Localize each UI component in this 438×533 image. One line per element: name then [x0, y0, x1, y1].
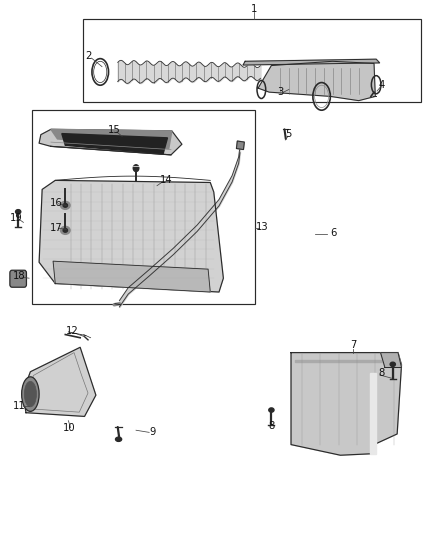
- Polygon shape: [243, 59, 380, 65]
- Text: 3: 3: [277, 87, 283, 97]
- Text: 18: 18: [13, 271, 25, 281]
- Ellipse shape: [63, 229, 67, 232]
- Text: 19: 19: [10, 213, 22, 223]
- Text: 17: 17: [50, 223, 63, 233]
- Text: 15: 15: [108, 125, 120, 135]
- Ellipse shape: [60, 227, 70, 235]
- Polygon shape: [370, 373, 376, 454]
- Polygon shape: [22, 348, 96, 416]
- Text: 8: 8: [268, 421, 275, 431]
- Polygon shape: [295, 360, 394, 362]
- Polygon shape: [381, 353, 402, 368]
- Text: 8: 8: [378, 368, 385, 378]
- FancyBboxPatch shape: [10, 270, 26, 287]
- Text: 11: 11: [13, 401, 25, 411]
- Ellipse shape: [15, 209, 21, 214]
- Circle shape: [133, 165, 139, 172]
- Text: 4: 4: [378, 80, 385, 90]
- Ellipse shape: [21, 377, 39, 411]
- Ellipse shape: [116, 437, 122, 441]
- Ellipse shape: [24, 381, 36, 407]
- Text: 1: 1: [251, 4, 257, 14]
- Polygon shape: [51, 130, 172, 149]
- Polygon shape: [62, 134, 167, 154]
- Text: 9: 9: [149, 427, 156, 438]
- Text: 7: 7: [350, 340, 357, 350]
- Bar: [83, 19, 421, 102]
- Polygon shape: [291, 353, 402, 455]
- Text: 14: 14: [159, 175, 172, 185]
- Ellipse shape: [390, 362, 396, 367]
- Text: 2: 2: [86, 51, 92, 61]
- Text: 13: 13: [256, 222, 269, 232]
- Ellipse shape: [63, 204, 67, 207]
- Polygon shape: [53, 261, 210, 292]
- Bar: [32, 110, 255, 304]
- Text: 12: 12: [67, 326, 79, 336]
- Polygon shape: [258, 61, 375, 101]
- Text: 5: 5: [286, 129, 292, 139]
- Polygon shape: [39, 130, 182, 155]
- Polygon shape: [237, 141, 244, 150]
- Text: 6: 6: [330, 228, 336, 238]
- Text: 16: 16: [50, 198, 63, 208]
- Polygon shape: [39, 180, 223, 292]
- Ellipse shape: [269, 408, 274, 412]
- Ellipse shape: [60, 201, 70, 209]
- Text: 10: 10: [64, 423, 76, 433]
